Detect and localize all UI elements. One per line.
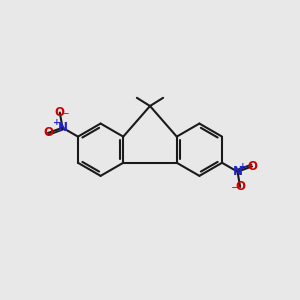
Text: N: N (58, 121, 68, 134)
Text: O: O (247, 160, 257, 173)
Text: O: O (55, 106, 65, 119)
Text: −: − (231, 183, 239, 194)
Text: −: − (61, 109, 69, 119)
Text: O: O (235, 180, 245, 194)
Text: +: + (53, 118, 61, 127)
Text: +: + (239, 162, 247, 171)
Text: O: O (43, 127, 53, 140)
Text: N: N (232, 165, 242, 178)
